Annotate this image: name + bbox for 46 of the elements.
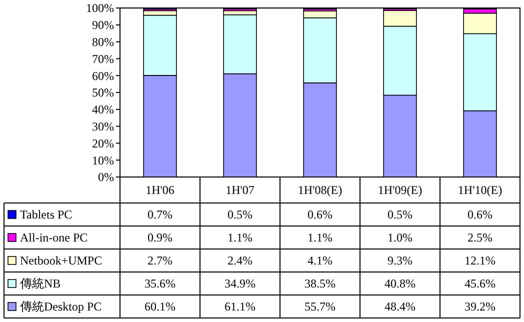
data-label: 12.1%: [464, 254, 496, 268]
data-label: 1.1%: [308, 230, 332, 245]
legend-label: 傳統NB: [19, 276, 61, 291]
x-tick-label: 1H'07: [226, 183, 254, 198]
data-label: 2.7%: [148, 254, 172, 268]
y-tick-label: 30%: [92, 120, 114, 134]
data-label: 9.3%: [388, 254, 412, 268]
data-label: 0.5%: [228, 208, 252, 222]
data-label: 48.4%: [384, 300, 416, 314]
legend-label: All-in-one PC: [20, 230, 88, 245]
data-label: 0.6%: [468, 208, 492, 222]
data-label: 2.4%: [228, 254, 252, 268]
data-label: 0.5%: [388, 208, 412, 222]
legend-label: Netbook+UMPC: [20, 254, 102, 268]
y-tick-label: 40%: [92, 102, 114, 117]
x-tick-label: 1H'06: [146, 183, 174, 198]
data-label: 45.6%: [464, 276, 496, 291]
data-label: 35.6%: [144, 276, 176, 291]
y-tick-label: 60%: [92, 68, 114, 83]
y-tick-label: 90%: [92, 18, 114, 32]
data-label: 55.7%: [304, 300, 336, 314]
x-tick-label: 1H'09(E): [378, 183, 422, 198]
y-tick-label: 70%: [92, 52, 114, 66]
data-label: 60.1%: [144, 300, 176, 314]
data-label: 39.2%: [464, 300, 496, 314]
data-label: 0.6%: [308, 208, 332, 222]
data-label: 38.5%: [304, 276, 336, 291]
data-label: 34.9%: [224, 276, 256, 291]
data-label: 61.1%: [224, 300, 256, 314]
x-tick-label: 1H'08(E): [298, 183, 342, 198]
data-label: 1.0%: [388, 230, 412, 245]
y-tick-label: 10%: [92, 153, 114, 168]
y-tick-label: 20%: [92, 136, 114, 150]
data-label: 1.1%: [228, 230, 252, 245]
data-label: 4.1%: [308, 254, 332, 268]
data-label: 0.9%: [148, 230, 172, 245]
data-label: 0.7%: [148, 208, 172, 222]
y-tick-label: 80%: [92, 35, 114, 49]
data-label: 40.8%: [384, 276, 416, 291]
x-tick-label: 1H'10(E): [458, 183, 502, 198]
legend-label: Tablets PC: [20, 208, 72, 222]
data-label: 2.5%: [468, 230, 492, 245]
y-tick-label: 50%: [92, 86, 114, 100]
legend-label: 傳統Desktop PC: [19, 300, 102, 314]
y-tick-label: 0%: [98, 170, 114, 184]
y-tick-label: 100%: [86, 1, 114, 16]
